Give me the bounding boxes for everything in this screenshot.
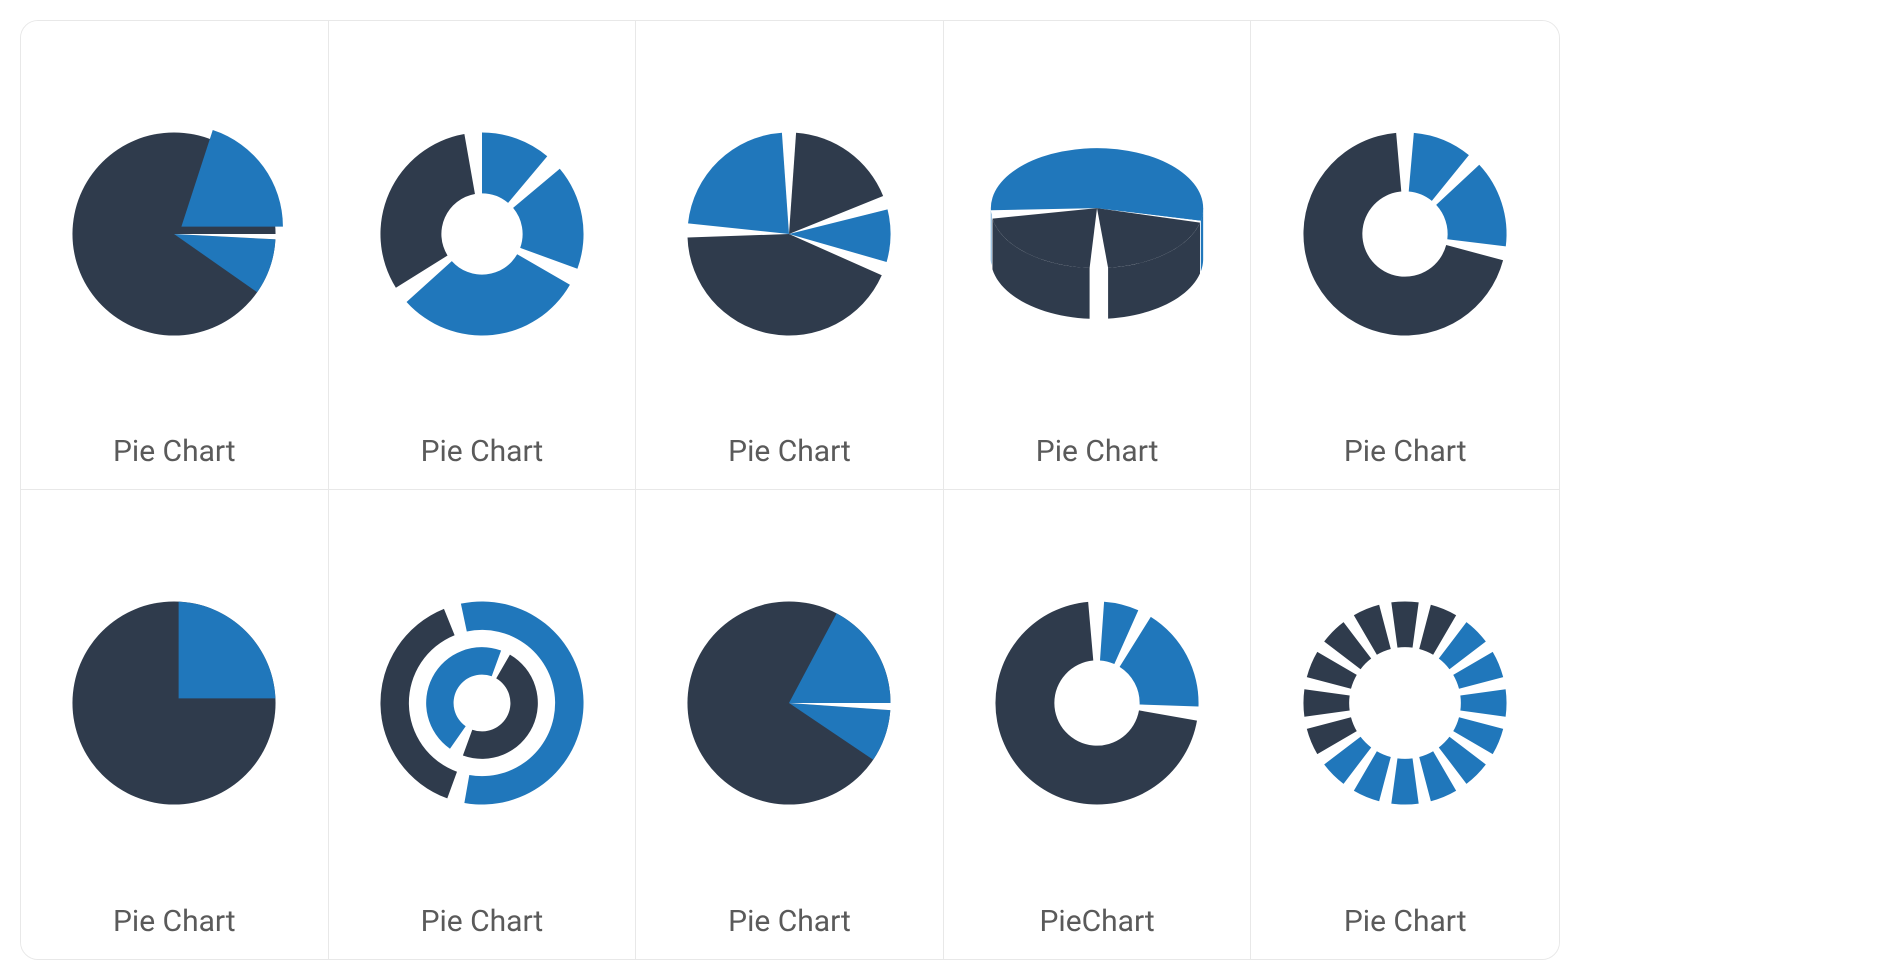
icon-label: Pie Chart — [1344, 904, 1467, 939]
cell-pie-exploded-slice: Pie Chart — [21, 21, 329, 490]
pie-4-rounded-icon — [656, 51, 923, 416]
pie-exploded-slice-icon — [41, 51, 308, 416]
cell-donut-3-slice: PieChart — [944, 490, 1252, 959]
donut-3-slice-icon — [964, 520, 1231, 886]
sunburst-16-icon — [1271, 520, 1539, 886]
icon-label: Pie Chart — [728, 434, 851, 469]
icon-label: Pie Chart — [1036, 434, 1159, 469]
pie-3d-icon — [964, 51, 1231, 416]
pie-3-slice-icon — [656, 520, 923, 886]
cell-donut-3-gap: Pie Chart — [1251, 21, 1559, 490]
pie-quarter-inset-icon — [41, 520, 308, 886]
cell-pie-3d: Pie Chart — [944, 21, 1252, 490]
donut-nested-icon — [349, 520, 616, 886]
icon-label: PieChart — [1039, 904, 1154, 939]
donut-4-gap-icon — [349, 51, 616, 416]
icon-label: Pie Chart — [1344, 434, 1467, 469]
cell-pie-3-slice: Pie Chart — [636, 490, 944, 959]
cell-pie-4-rounded: Pie Chart — [636, 21, 944, 490]
icon-label: Pie Chart — [421, 434, 544, 469]
icon-label: Pie Chart — [421, 904, 544, 939]
cell-pie-quarter-inset: Pie Chart — [21, 490, 329, 959]
icon-label: Pie Chart — [113, 434, 236, 469]
cell-sunburst-16: Pie Chart — [1251, 490, 1559, 959]
donut-3-gap-icon — [1271, 51, 1539, 416]
icon-label: Pie Chart — [728, 904, 851, 939]
cell-donut-4-gap: Pie Chart — [329, 21, 637, 490]
icon-grid: Pie Chart Pie Chart Pie Chart Pie Chart … — [20, 20, 1560, 960]
icon-label: Pie Chart — [113, 904, 236, 939]
cell-donut-nested: Pie Chart — [329, 490, 637, 959]
